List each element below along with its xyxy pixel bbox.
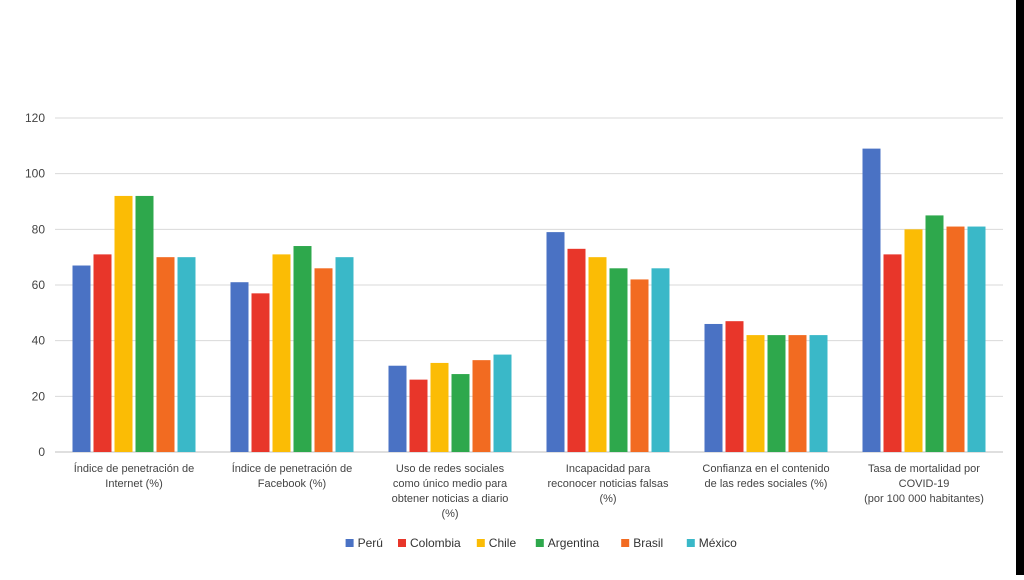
bar bbox=[251, 293, 270, 452]
x-category-label: (%) bbox=[441, 508, 458, 520]
y-tick-label: 60 bbox=[32, 278, 46, 292]
bar bbox=[430, 362, 449, 452]
x-category-label: reconocer noticias falsas bbox=[547, 478, 669, 490]
y-tick-label: 40 bbox=[32, 334, 46, 348]
bar bbox=[767, 335, 786, 452]
y-tick-label: 120 bbox=[25, 111, 45, 125]
y-tick-label: 100 bbox=[25, 167, 45, 181]
bar bbox=[630, 279, 649, 452]
bar bbox=[472, 360, 491, 452]
x-category-label: COVID-19 bbox=[899, 478, 950, 490]
legend-label: Brasil bbox=[633, 536, 663, 550]
bar bbox=[946, 226, 965, 452]
x-category-label: Uso de redes sociales bbox=[396, 463, 505, 475]
bar bbox=[451, 374, 470, 452]
legend-label: Chile bbox=[489, 536, 517, 550]
bar bbox=[588, 257, 607, 452]
bar bbox=[651, 268, 670, 452]
bar bbox=[314, 268, 333, 452]
x-category-label: Índice de penetración de bbox=[74, 462, 194, 475]
bar bbox=[135, 195, 154, 452]
legend-label: Argentina bbox=[548, 536, 600, 550]
bar bbox=[862, 148, 881, 452]
x-category-label: (por 100 000 habitantes) bbox=[864, 493, 984, 505]
bar bbox=[725, 321, 744, 452]
x-category-label: Internet (%) bbox=[105, 478, 162, 490]
bar bbox=[177, 257, 196, 452]
bar bbox=[409, 379, 428, 452]
legend-swatch bbox=[345, 539, 354, 547]
bar bbox=[788, 335, 807, 452]
bar bbox=[293, 246, 312, 452]
legend-swatch bbox=[686, 539, 695, 547]
bar bbox=[272, 254, 291, 452]
x-category-label: obtener noticias a diario bbox=[392, 493, 509, 505]
x-category-label: Confianza en el contenido bbox=[702, 463, 829, 475]
bar bbox=[230, 282, 249, 452]
legend-swatch bbox=[535, 539, 544, 547]
bar bbox=[72, 265, 91, 452]
legend-label: Perú bbox=[358, 536, 383, 550]
legend-swatch bbox=[621, 539, 630, 547]
bar bbox=[904, 229, 923, 452]
x-category-label: Facebook (%) bbox=[258, 478, 326, 490]
x-category-label: (%) bbox=[599, 493, 616, 505]
legend-label: Colombia bbox=[410, 536, 461, 550]
bar bbox=[704, 323, 723, 452]
bar bbox=[609, 268, 628, 452]
legend-label: México bbox=[699, 536, 737, 550]
bar bbox=[567, 248, 586, 452]
bar bbox=[493, 354, 512, 452]
x-category-label: de las redes sociales (%) bbox=[705, 478, 828, 490]
bar bbox=[156, 257, 175, 452]
y-tick-label: 20 bbox=[32, 389, 46, 403]
bar bbox=[925, 215, 944, 452]
legend-swatch bbox=[476, 539, 485, 547]
x-category-label: como único medio para bbox=[393, 478, 508, 490]
bar bbox=[809, 335, 828, 452]
bar bbox=[546, 232, 565, 452]
window-edge bbox=[1016, 0, 1024, 575]
bar bbox=[93, 254, 112, 452]
bar bbox=[883, 254, 902, 452]
bar bbox=[967, 226, 986, 452]
x-category-label: Incapacidad para bbox=[566, 463, 651, 475]
x-category-label: Índice de penetración de bbox=[232, 462, 352, 475]
bar bbox=[114, 195, 133, 452]
legend-swatch bbox=[398, 539, 406, 547]
y-tick-label: 80 bbox=[32, 222, 46, 236]
y-tick-label: 0 bbox=[38, 445, 45, 459]
bar bbox=[388, 365, 407, 452]
x-category-label: Tasa de mortalidad por bbox=[868, 463, 980, 475]
bar bbox=[746, 335, 765, 452]
bar bbox=[335, 257, 354, 452]
